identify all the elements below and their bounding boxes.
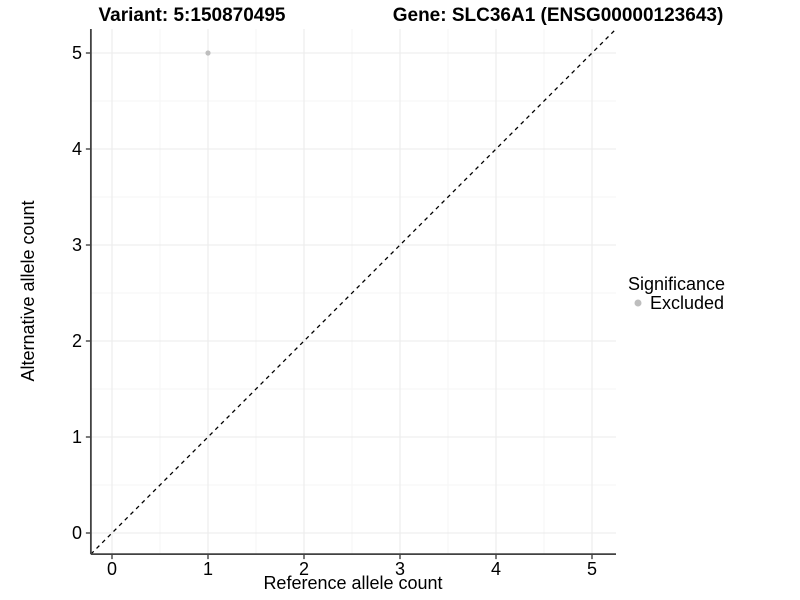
grid-major [90, 29, 616, 555]
axis-ticks [85, 52, 593, 560]
y-tick-label: 2 [72, 331, 82, 351]
grid-minor [90, 29, 616, 555]
legend-key-dot [634, 299, 642, 307]
legend-title: Significance [628, 274, 725, 294]
x-tick-label: 5 [587, 559, 597, 579]
y-tick-label: 0 [72, 523, 82, 543]
x-axis-title: Reference allele count [263, 573, 442, 593]
x-tick-labels: 0 1 2 3 4 5 [107, 559, 597, 579]
legend: Significance Excluded [628, 274, 725, 313]
x-tick-label: 0 [107, 559, 117, 579]
y-tick-label: 3 [72, 235, 82, 255]
plot-title-gene: Gene: SLC36A1 (ENSG00000123643) [393, 5, 724, 26]
y-tick-label: 1 [72, 427, 82, 447]
plot-title-variant: Variant: 5:150870495 [99, 5, 286, 26]
data-points [205, 50, 211, 56]
y-tick-label: 5 [72, 43, 82, 63]
x-tick-label: 3 [395, 559, 405, 579]
x-tick-label: 1 [203, 559, 213, 579]
y-tick-labels: 0 1 2 3 4 5 [72, 43, 82, 543]
identity-line [90, 28, 617, 555]
legend-entry-label: Excluded [650, 293, 724, 313]
x-tick-label: 2 [299, 559, 309, 579]
y-axis-title: Alternative allele count [18, 200, 38, 381]
y-tick-label: 4 [72, 139, 82, 159]
axis-lines [89, 29, 616, 556]
data-point-excluded [205, 50, 211, 56]
x-tick-label: 4 [491, 559, 501, 579]
identity-line-group [90, 28, 617, 555]
